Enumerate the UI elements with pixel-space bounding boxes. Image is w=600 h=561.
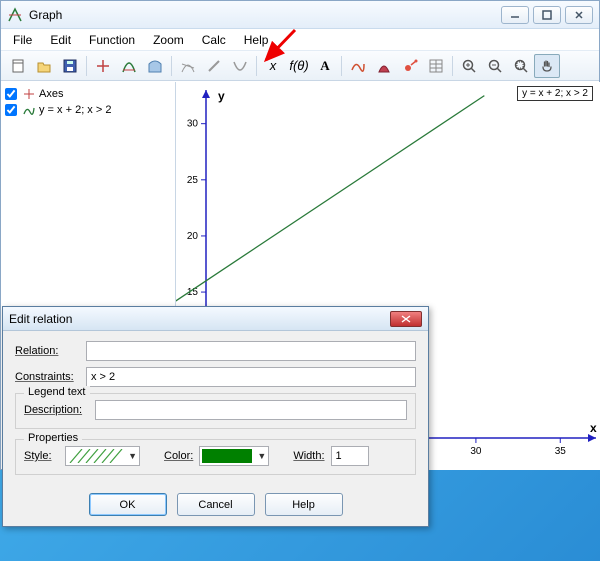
tree-checkbox[interactable] (5, 88, 17, 100)
relation-input[interactable] (86, 341, 416, 361)
tree-item-label: Axes (39, 88, 63, 100)
menu-help[interactable]: Help (236, 31, 277, 49)
tree-item[interactable]: Axes (5, 86, 171, 102)
menu-file[interactable]: File (5, 31, 40, 49)
cancel-button[interactable]: Cancel (177, 493, 255, 516)
description-input[interactable] (95, 400, 407, 420)
legend-group-label: Legend text (24, 386, 90, 398)
zoom-in-icon[interactable] (456, 54, 482, 78)
app-icon (7, 7, 23, 23)
svg-text:y: y (218, 89, 225, 103)
tree-item[interactable]: y = x + 2; x > 2 (5, 102, 171, 118)
chevron-down-icon: ▼ (128, 451, 137, 461)
toolbar: xf(θ)A (1, 51, 599, 81)
pencil-icon[interactable] (201, 54, 227, 78)
width-label: Width: (293, 450, 324, 462)
tree-item-icon (22, 87, 36, 101)
style-label: Style: (24, 450, 59, 462)
properties-group-label: Properties (24, 432, 82, 444)
edit-relation-dialog: Edit relation Relation: Constraints: Leg… (2, 306, 429, 527)
trace-icon[interactable] (345, 54, 371, 78)
minimize-button[interactable] (501, 6, 529, 24)
tree-item-label: y = x + 2; x > 2 (39, 104, 111, 116)
open-icon[interactable] (31, 54, 57, 78)
svg-text:35: 35 (555, 446, 567, 457)
pan-icon[interactable] (534, 54, 560, 78)
ok-button[interactable]: OK (89, 493, 167, 516)
shading-icon[interactable] (142, 54, 168, 78)
menubar: File Edit Function Zoom Calc Help (1, 29, 599, 51)
tree-item-icon (22, 103, 36, 117)
menu-zoom[interactable]: Zoom (145, 31, 192, 49)
zoom-box-icon[interactable] (508, 54, 534, 78)
save-icon[interactable] (57, 54, 83, 78)
color-label: Color: (164, 450, 193, 462)
maximize-button[interactable] (533, 6, 561, 24)
relation-label: Relation: (15, 345, 80, 357)
help-button[interactable]: Help (265, 493, 343, 516)
description-label: Description: (24, 404, 89, 416)
menu-calc[interactable]: Calc (194, 31, 234, 49)
constraints-label: Constraints: (15, 371, 80, 383)
animate-icon[interactable] (397, 54, 423, 78)
titlebar: Graph (1, 1, 599, 29)
style-dropdown[interactable]: ▼ (65, 446, 140, 466)
svg-text:x: x (590, 421, 597, 435)
tree-checkbox[interactable] (5, 104, 17, 116)
constraints-input[interactable] (86, 367, 416, 387)
area-icon[interactable] (371, 54, 397, 78)
dialog-titlebar: Edit relation (3, 307, 428, 331)
relation-icon[interactable]: x (260, 54, 286, 78)
text-icon[interactable]: A (312, 54, 338, 78)
svg-text:25: 25 (187, 175, 199, 186)
svg-text:30: 30 (470, 446, 482, 457)
dialog-title: Edit relation (9, 312, 390, 326)
dialog-close-button[interactable] (390, 311, 422, 327)
zoom-out-icon[interactable] (482, 54, 508, 78)
parabola-icon[interactable] (227, 54, 253, 78)
svg-text:20: 20 (187, 231, 199, 242)
window-title: Graph (29, 8, 501, 22)
function-icon[interactable] (116, 54, 142, 78)
menu-function[interactable]: Function (81, 31, 143, 49)
chart-legend: y = x + 2; x > 2 (517, 86, 593, 101)
fx-label-icon[interactable]: f(θ) (286, 54, 312, 78)
width-input[interactable] (331, 446, 369, 466)
menu-edit[interactable]: Edit (42, 31, 79, 49)
tangent-icon[interactable] (175, 54, 201, 78)
new-icon[interactable] (5, 54, 31, 78)
chevron-down-icon: ▼ (257, 451, 266, 461)
close-button[interactable] (565, 6, 593, 24)
color-dropdown[interactable]: ▼ (199, 446, 269, 466)
svg-text:30: 30 (187, 119, 199, 130)
axes-icon[interactable] (90, 54, 116, 78)
table-icon[interactable] (423, 54, 449, 78)
